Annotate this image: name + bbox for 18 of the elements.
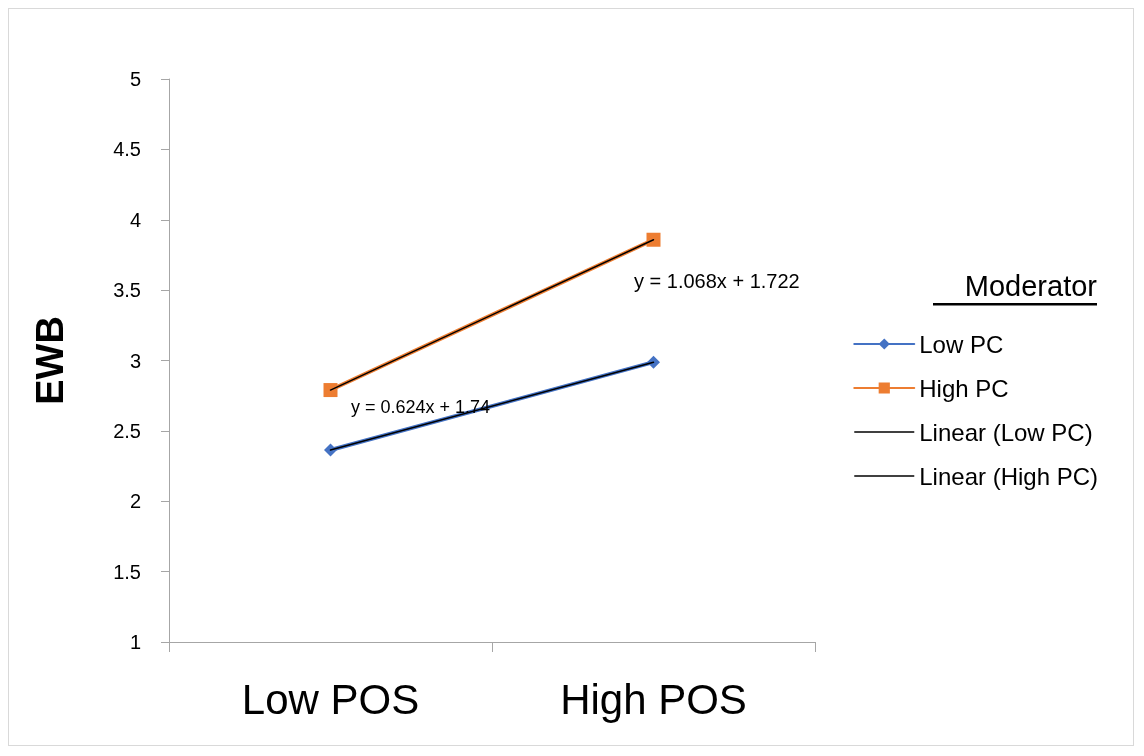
y-tick-label: 3 [129, 349, 141, 372]
y-tick-label: 3.5 [113, 279, 141, 302]
y-tick-label: 4.5 [113, 138, 141, 161]
y-tick-label: 4 [129, 208, 141, 231]
x-tick-label: Low POS [241, 675, 420, 723]
annotation: y = 1.068x + 1.722 [634, 270, 800, 292]
x-tick-label: High POS [560, 675, 747, 723]
y-axis-title: EWB [29, 316, 71, 405]
legend-title: Moderator [964, 269, 1098, 302]
y-tick-label: 2.5 [113, 419, 141, 442]
legend-label: Linear (High PC) [919, 462, 1098, 490]
y-tick-label: 5 [129, 68, 141, 90]
legend-label: High PC [919, 374, 1009, 402]
y-tick-label: 1.5 [113, 560, 141, 583]
y-tick-label: 1 [129, 631, 141, 653]
legend-label: Low PC [919, 330, 1004, 358]
legend-label: Linear (Low PC) [919, 418, 1093, 446]
y-tick-label: 2 [129, 490, 141, 513]
